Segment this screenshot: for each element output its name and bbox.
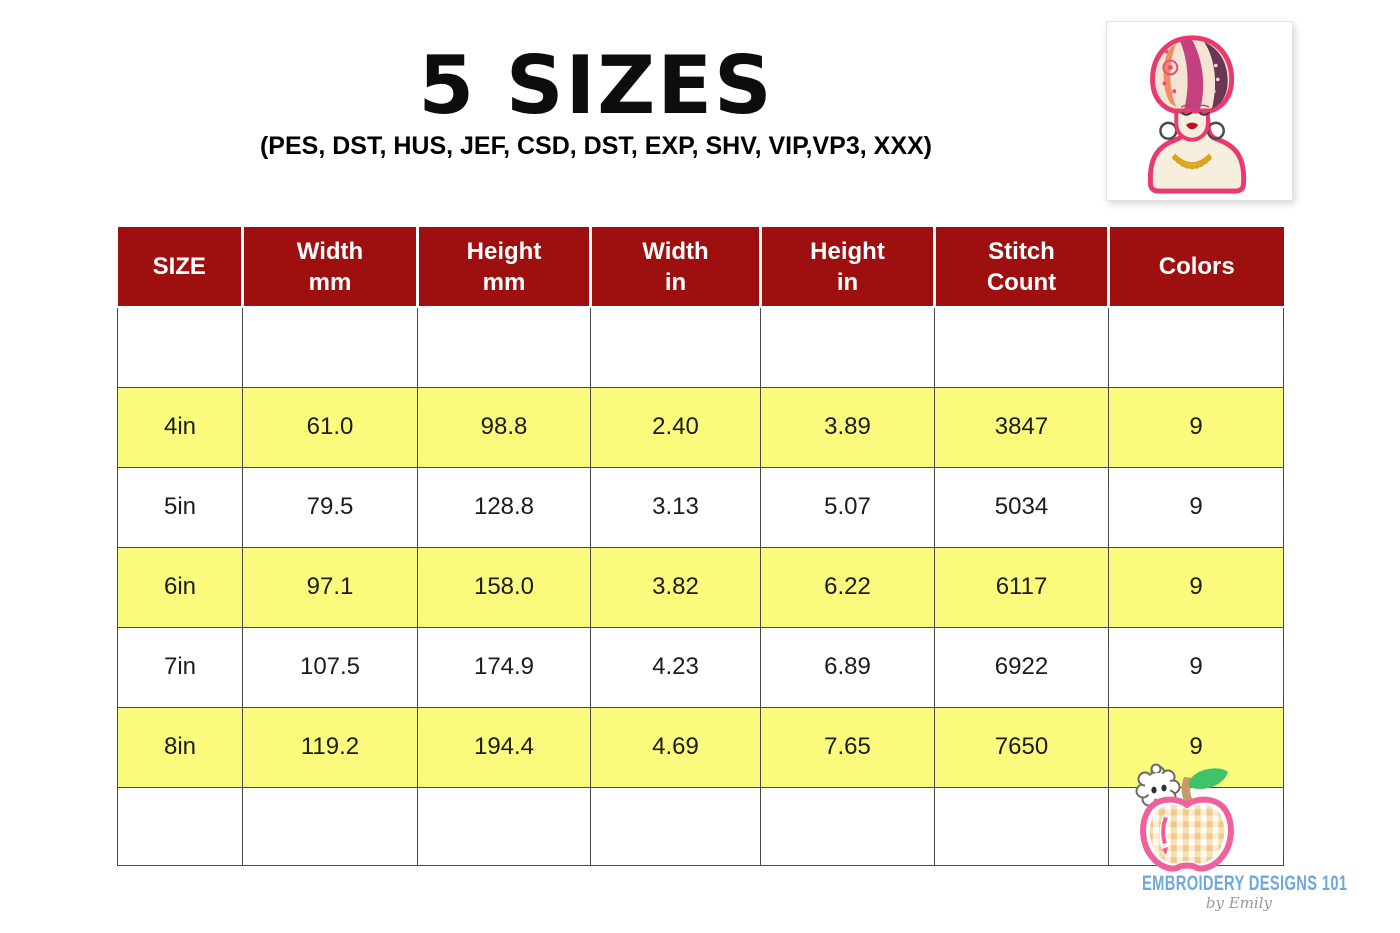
table-row-8in: 8in 119.2 194.4 4.69 7.65 7650 9 bbox=[117, 706, 1284, 788]
brand-text-block: EMBROIDERY DESIGNS 101 by Emily bbox=[1098, 872, 1347, 912]
table-row-5in: 5in 79.5 128.8 3.13 5.07 5034 9 bbox=[117, 466, 1284, 548]
col-header-stitch-count: Stitch Count bbox=[933, 227, 1109, 308]
col-header-width-mm: Width mm bbox=[241, 227, 418, 308]
table-header-row: SIZE Width mm Height mm Width in Height in S… bbox=[117, 227, 1284, 308]
embroidery-preview-card bbox=[1106, 21, 1293, 201]
table-row-4in: 4in 61.0 98.8 2.40 3.89 3847 9 bbox=[117, 386, 1284, 468]
col-header-height-mm: Height mm bbox=[416, 227, 591, 308]
brand-name: EMBROIDERY DESIGNS 101 bbox=[1142, 872, 1348, 895]
brand-byline: by Emily bbox=[1205, 894, 1272, 912]
woman-turban-applique-icon bbox=[1147, 35, 1247, 194]
col-header-size: SIZE bbox=[117, 227, 243, 308]
table-row-6in: 6in 97.1 158.0 3.82 6.22 6117 9 bbox=[117, 546, 1284, 628]
table-row-empty-bottom bbox=[117, 786, 1284, 866]
col-header-height-in: Height in bbox=[759, 227, 935, 308]
size-chart-table: SIZE Width mm Height mm Width in Height in S… bbox=[117, 227, 1284, 866]
col-header-colors: Colors bbox=[1107, 227, 1284, 308]
title-block: 5 SIZES (PES, DST, HUS, JEF, CSD, DST, E… bbox=[0, 44, 1192, 161]
apple-sheep-logo-icon bbox=[1135, 763, 1234, 872]
page-subtitle: (PES, DST, HUS, JEF, CSD, DST, EXP, SHV,… bbox=[259, 132, 932, 160]
apple-leaf-icon bbox=[1189, 768, 1228, 790]
table-row-7in: 7in 107.5 174.9 4.23 6.89 6922 9 bbox=[117, 626, 1284, 708]
page-title: 5 SIZES bbox=[418, 39, 774, 132]
col-header-width-in: Width in bbox=[589, 227, 761, 308]
brand-logo bbox=[1126, 763, 1248, 875]
table-row-empty-top bbox=[117, 306, 1284, 388]
